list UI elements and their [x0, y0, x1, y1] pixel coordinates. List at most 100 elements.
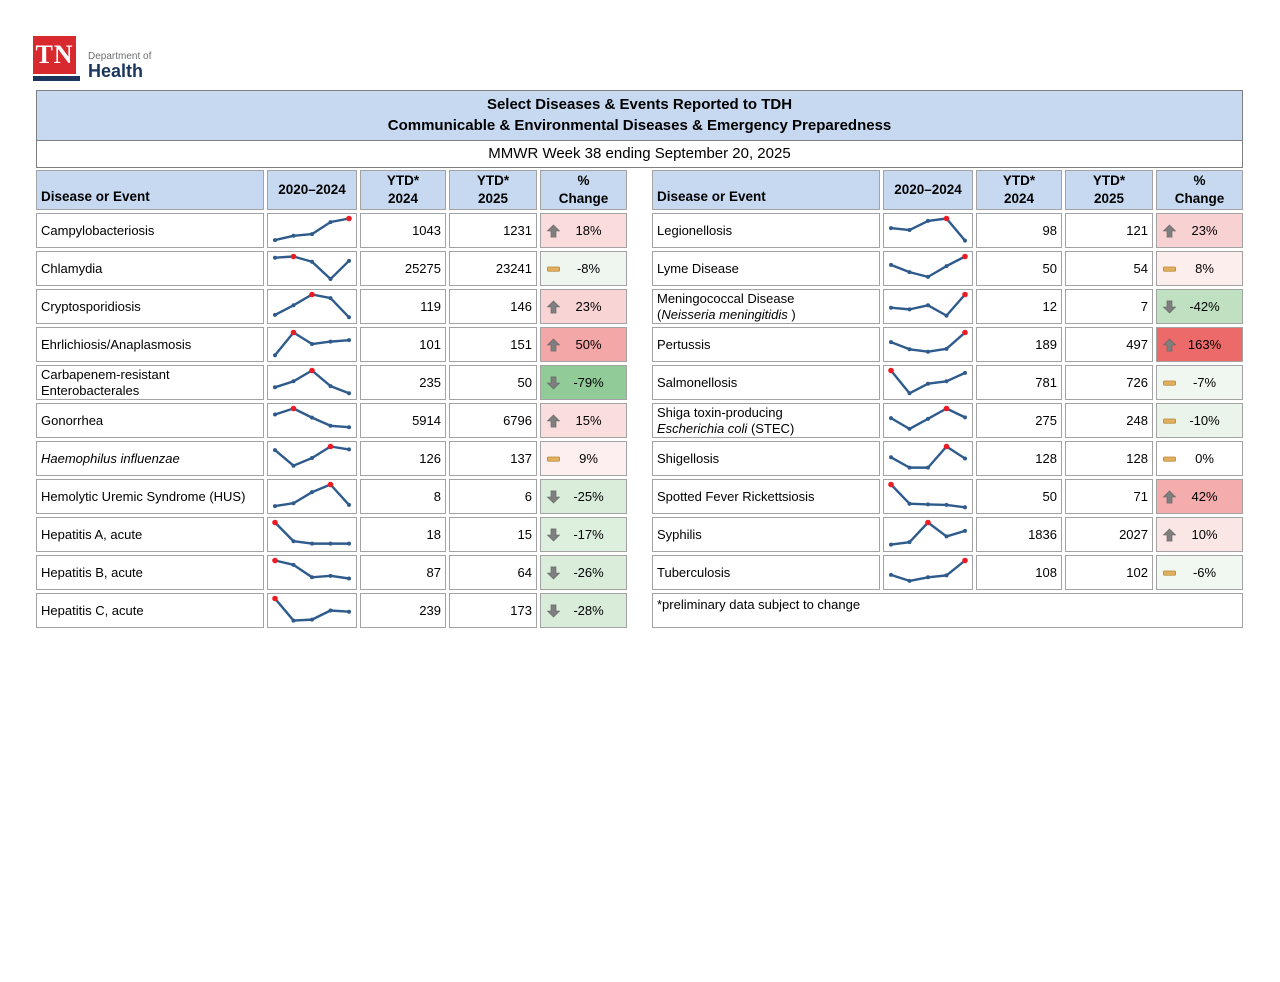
data-point-marker: [889, 262, 893, 267]
no-change-icon: [1163, 570, 1176, 576]
data-point-marker: [926, 416, 930, 421]
logo-health-label: Health: [88, 61, 144, 82]
ytd-2024-value: 781: [976, 365, 1062, 400]
data-point-marker: [273, 448, 277, 453]
sparkline-cell: [267, 593, 357, 628]
data-point-marker: [328, 220, 333, 225]
ytd-2024-value: 119: [360, 289, 446, 324]
sparkline-cell: [267, 479, 357, 514]
disease-table-right: Disease or Event 2020–2024 YTD* 2024 YTD*…: [652, 170, 1243, 628]
trend-icon-wrap: [546, 299, 561, 314]
pct-change-cell: 8%: [1156, 251, 1243, 286]
pct-change-value: 23%: [575, 299, 602, 314]
data-point-marker: [907, 501, 912, 506]
data-point-marker: [328, 573, 333, 578]
column-header-disease: Disease or Event: [36, 170, 264, 210]
data-point-marker: [291, 303, 296, 308]
ytd-2025-value: 23241: [449, 251, 537, 286]
data-point-marker: [310, 415, 314, 420]
no-change-icon: [1163, 266, 1176, 272]
peak-marker: [888, 367, 894, 374]
ytd-2025-value: 146: [449, 289, 537, 324]
data-point-marker: [944, 573, 949, 578]
data-point-marker: [273, 412, 277, 417]
disease-name: Spotted Fever Rickettsiosis: [652, 479, 880, 514]
ytd-2024-value: 126: [360, 441, 446, 476]
ytd-2025-value: 2027: [1065, 517, 1153, 552]
sparkline-chart: [889, 291, 968, 318]
ytd-2024-value: 18: [360, 517, 446, 552]
sparkline-chart: [273, 253, 351, 282]
data-point-marker: [889, 416, 893, 421]
ytd-2025-value: 15: [449, 517, 537, 552]
sparkline-chart: [272, 595, 351, 623]
data-point-marker: [273, 504, 277, 509]
peak-marker: [327, 443, 334, 450]
ytd-2024-value: 98: [976, 213, 1062, 248]
data-point-marker: [328, 339, 333, 344]
peak-marker: [346, 215, 352, 222]
pct-change-value: -28%: [573, 603, 604, 618]
data-point-marker: [926, 303, 930, 308]
trend-icon-wrap: [546, 489, 561, 504]
trend-icon-wrap: [546, 527, 561, 542]
trend-icon-wrap: [1162, 223, 1177, 238]
disease-name: Salmonellosis: [652, 365, 880, 400]
column-header-pct-change: % Change: [540, 170, 627, 210]
ytd-2025-value: 121: [1065, 213, 1153, 248]
sparkline-chart: [889, 405, 967, 431]
disease-name: Lyme Disease: [652, 251, 880, 286]
sparkline-cell: [883, 441, 973, 476]
ytd-2025-value: 54: [1065, 251, 1153, 286]
sparkline-chart: [272, 557, 351, 581]
pct-change-cell: 0%: [1156, 441, 1243, 476]
ytd-2024-value: 12: [976, 289, 1062, 324]
peak-marker: [272, 595, 278, 602]
report-container: Select Diseases & Events Reported to TDH…: [36, 90, 1243, 628]
sparkline-chart: [888, 481, 967, 510]
trend-icon-wrap: [1162, 375, 1177, 390]
disease-name: Gonorrhea: [36, 403, 264, 438]
data-point-marker: [310, 617, 314, 622]
data-point-marker: [347, 258, 351, 263]
data-point-marker: [328, 423, 333, 428]
data-point-marker: [310, 456, 314, 461]
ytd-2025-value: 128: [1065, 441, 1153, 476]
data-point-marker: [310, 259, 314, 264]
sparkline-chart: [889, 443, 967, 470]
no-change-icon: [547, 266, 560, 272]
sparkline-cell: [883, 517, 973, 552]
tn-logo-icon: TN: [33, 36, 76, 74]
disease-name: Cryptosporidiosis: [36, 289, 264, 324]
trend-icon-wrap: [546, 375, 561, 390]
sparkline-cell: [267, 365, 357, 400]
ytd-2025-value: 71: [1065, 479, 1153, 514]
data-point-marker: [291, 618, 296, 623]
data-point-marker: [944, 313, 949, 318]
data-point-marker: [291, 562, 296, 567]
pct-change-cell: 15%: [540, 403, 627, 438]
data-point-marker: [926, 465, 930, 470]
pct-change-cell: -28%: [540, 593, 627, 628]
trend-icon-wrap: [1162, 527, 1177, 542]
pct-change-value: 23%: [1191, 223, 1218, 238]
data-point-marker: [944, 502, 949, 507]
sparkline-cell: [883, 403, 973, 438]
trend-icon-wrap: [1162, 299, 1177, 314]
trend-up-icon: [546, 224, 561, 237]
ytd-2024-value: 1043: [360, 213, 446, 248]
data-point-marker: [907, 307, 912, 312]
pct-change-value: 18%: [575, 223, 602, 238]
report-subtitle: MMWR Week 38 ending September 20, 2025: [36, 141, 1243, 168]
pct-change-value: -79%: [573, 375, 604, 390]
data-point-marker: [944, 264, 949, 269]
no-change-icon: [1163, 380, 1176, 386]
trend-down-icon: [546, 604, 561, 617]
data-point-marker: [273, 312, 277, 317]
tn-department-of-health-logo: TN Department of Health: [33, 36, 151, 81]
peak-marker: [925, 519, 931, 526]
pct-change-value: -8%: [576, 261, 601, 276]
data-point-marker: [963, 370, 967, 375]
pct-change-value: -25%: [573, 489, 604, 504]
